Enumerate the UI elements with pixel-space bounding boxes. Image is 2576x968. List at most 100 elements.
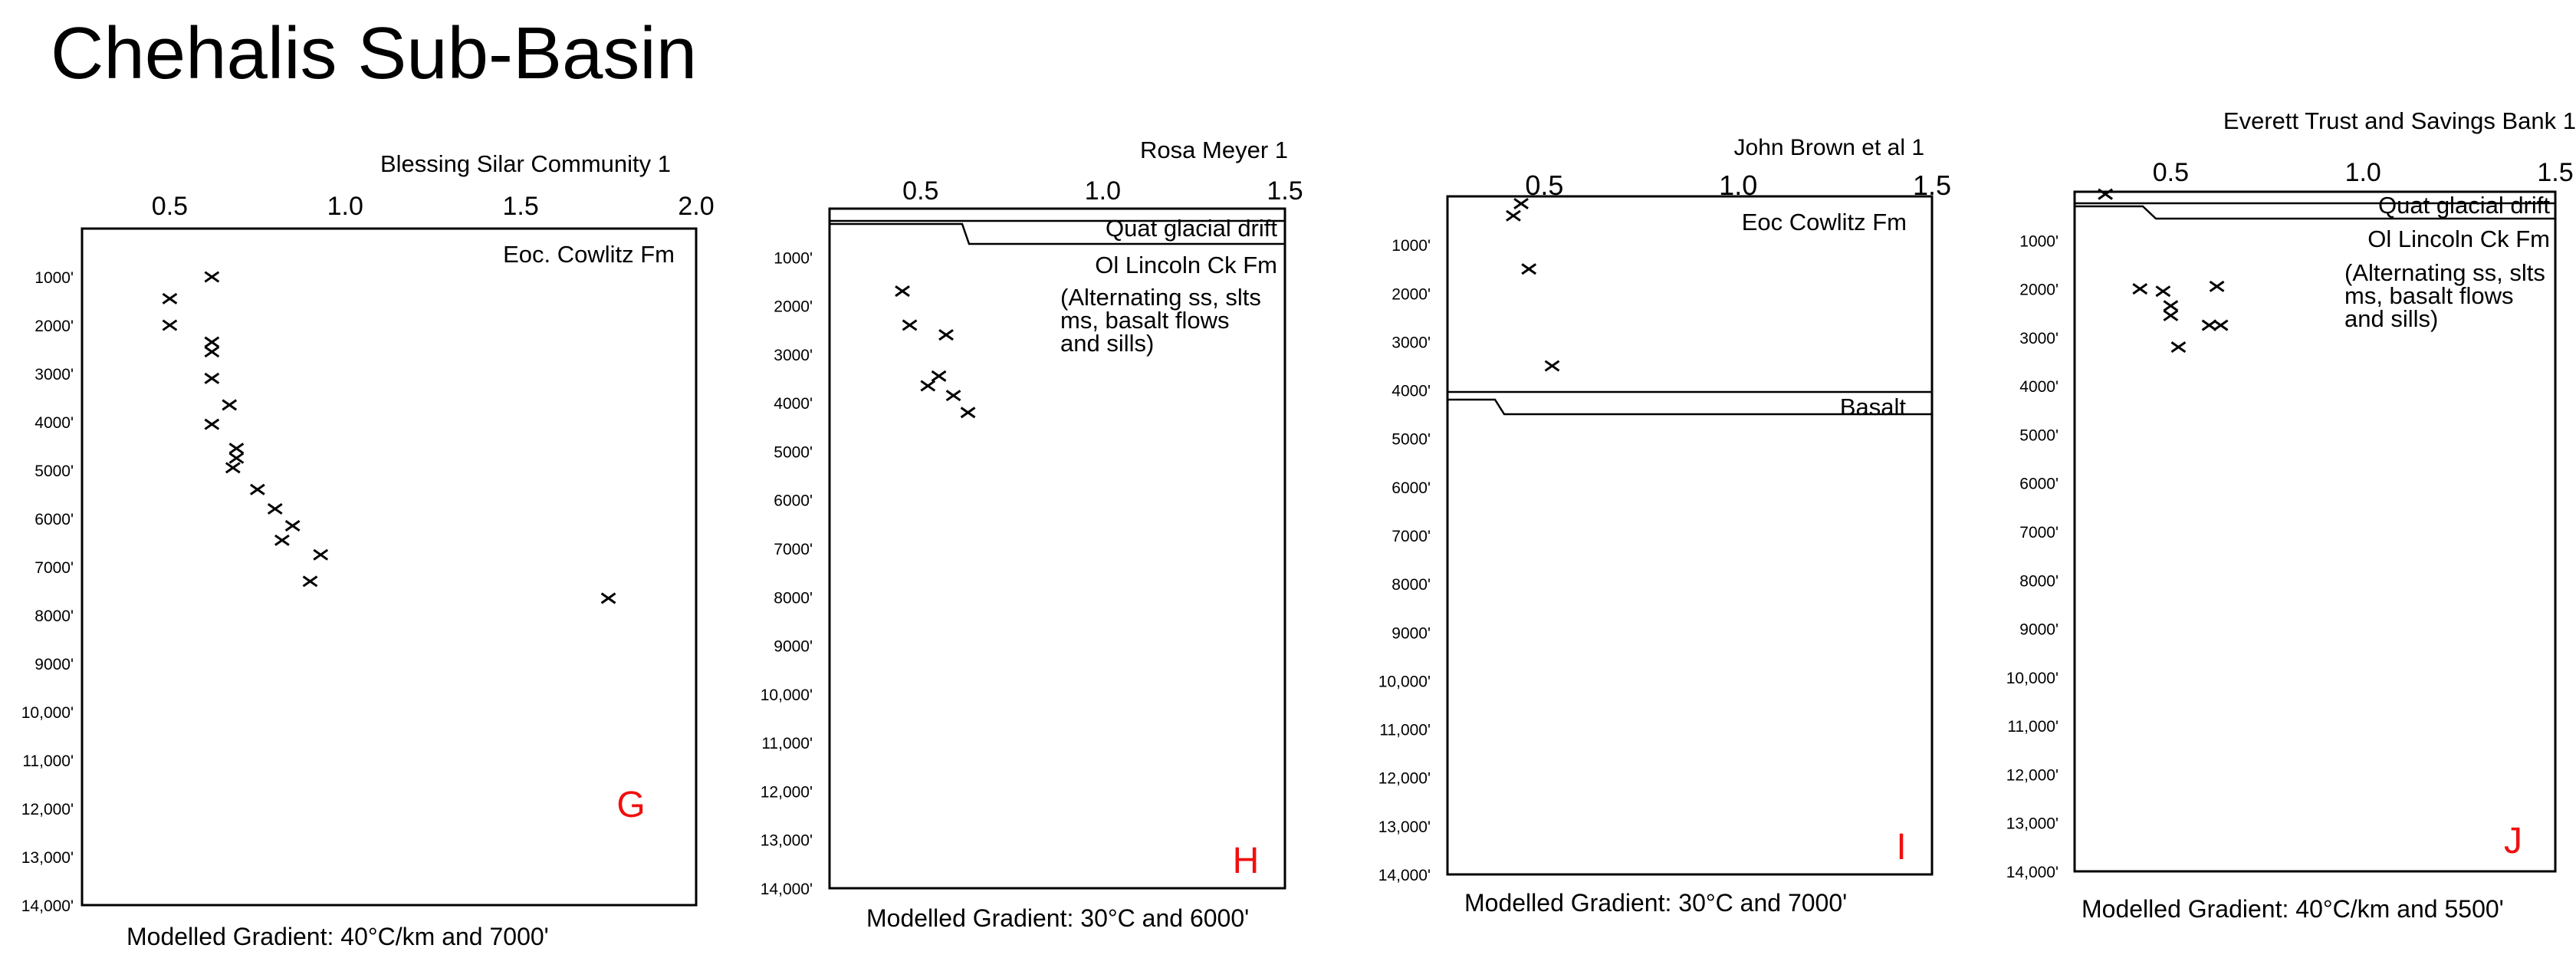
panel-G: Blessing Silar Community 1 0.5 1.0 1.5 2.0 10… <box>21 150 715 950</box>
data-point <box>2209 280 2225 292</box>
x-tick-label: 2.0 <box>678 192 714 221</box>
data-point-stroke <box>228 443 245 455</box>
y-tick-label: 10,000' <box>2006 670 2058 687</box>
data-point-stroke <box>228 452 245 464</box>
y-tick-label: 7000' <box>774 541 813 558</box>
data-point <box>2163 300 2179 312</box>
y-tick-label: 13,000' <box>21 849 74 867</box>
data-point-stroke <box>2155 285 2171 298</box>
data-point-stroke <box>1544 360 1560 372</box>
data-point-stroke <box>1521 263 1537 275</box>
formation-label: ms, basalt flows <box>1060 307 1230 334</box>
formation-boundary <box>830 222 1285 245</box>
data-point <box>2132 283 2148 295</box>
well-title: Blessing Silar Community 1 <box>380 150 671 177</box>
data-point <box>600 592 616 604</box>
y-tick-label: 13,000' <box>1378 818 1431 836</box>
data-point-stroke <box>920 380 936 392</box>
x-tick-label: 1.0 <box>327 192 363 221</box>
plot-frame <box>2073 190 2557 873</box>
y-tick-label: 7000' <box>2019 524 2058 542</box>
data-point-stroke <box>204 372 220 384</box>
data-point <box>2201 319 2217 331</box>
y-tick-label: 14,000' <box>1378 867 1431 884</box>
y-tick-label: 10,000' <box>1378 673 1431 690</box>
formation-label: Ol Lincoln Ck Fm <box>2367 226 2550 252</box>
y-tick-label: 2000' <box>774 298 813 316</box>
data-point-stroke <box>204 418 220 430</box>
formation-label: Eoc. Cowlitz Fm <box>503 241 675 268</box>
data-point-stroke <box>2201 319 2217 331</box>
formation-label: Ol Lincoln Ck Fm <box>1095 252 1277 278</box>
x-tick-label: 1.5 <box>503 192 539 221</box>
data-point <box>313 548 329 561</box>
data-point <box>931 370 947 382</box>
data-point <box>1506 209 1521 222</box>
y-tick-label: 9000' <box>774 638 813 656</box>
data-point-stroke <box>902 319 918 331</box>
panel-letter: J <box>2504 821 2522 861</box>
y-tick-label: 5000' <box>774 443 813 461</box>
y-tick-label: 1000' <box>1392 237 1431 255</box>
y-tick-label: 11,000' <box>22 752 74 770</box>
x-tick-label: 0.5 <box>902 176 938 206</box>
data-point <box>162 292 178 305</box>
data-point-stroke <box>302 575 318 588</box>
y-tick-label: 5000' <box>34 463 74 480</box>
x-tick-label: 1.5 <box>2537 158 2573 187</box>
y-tick-label: 5000' <box>1392 431 1431 449</box>
y-tick-label: 13,000' <box>761 832 813 850</box>
data-point <box>902 319 918 331</box>
x-tick-label: 1.0 <box>1085 176 1121 206</box>
data-point <box>2098 188 2113 200</box>
y-tick-label: 11,000' <box>2007 718 2058 736</box>
well-title: Rosa Meyer 1 <box>1140 137 1288 163</box>
y-tick-label: 6000' <box>774 492 813 510</box>
y-tick-label: 3000' <box>2019 330 2058 347</box>
data-point <box>2163 309 2179 321</box>
formation-label: (Alternating ss, slts <box>1060 284 1261 311</box>
formation-label: Eoc Cowlitz Fm <box>1742 209 1907 235</box>
y-tick-label: 3000' <box>34 366 74 384</box>
y-tick-label: 6000' <box>2019 476 2058 493</box>
y-tick-label: 8000' <box>34 607 74 625</box>
y-tick-label: 8000' <box>2019 572 2058 590</box>
y-tick-label: 4000' <box>2019 378 2058 396</box>
panel-letter: I <box>1896 827 1906 868</box>
data-point <box>204 271 220 283</box>
panel-letter: G <box>616 785 645 825</box>
well-title: John Brown et al 1 <box>1734 135 1924 160</box>
y-tick-label: 1000' <box>774 249 813 267</box>
formation-boundary <box>1447 398 1932 416</box>
x-tick-label: 0.5 <box>2153 158 2189 187</box>
panel-H: Rosa Meyer 1 0.5 1.0 1.5 1000' 2000' 3000' 4000… <box>761 137 1303 932</box>
y-tick-label: 2000' <box>1392 285 1431 303</box>
data-point <box>284 519 301 532</box>
y-tick-label: 3000' <box>1392 334 1431 351</box>
data-point <box>249 483 265 496</box>
y-tick-label: 7000' <box>1392 528 1431 545</box>
formation-label: ms, basalt flows <box>2344 282 2514 309</box>
y-tick-label: 4000' <box>34 414 74 432</box>
data-point <box>2155 285 2171 298</box>
data-point-stroke <box>2163 309 2179 321</box>
data-point-stroke <box>1506 209 1521 222</box>
data-point <box>225 462 241 474</box>
x-tick-label: 1.0 <box>1719 170 1757 201</box>
y-tick-label: 10,000' <box>21 704 74 722</box>
y-tick-label: 8000' <box>774 589 813 607</box>
data-point <box>920 380 936 392</box>
x-tick-label: 0.5 <box>1525 170 1563 201</box>
data-point <box>222 399 238 411</box>
data-point-stroke <box>267 502 283 515</box>
data-point-stroke <box>204 336 220 348</box>
data-point-stroke <box>222 399 238 411</box>
gradient-note: Modelled Gradient: 30°C and 6000' <box>866 904 1249 932</box>
data-point <box>204 372 220 384</box>
data-point-stroke <box>204 346 220 358</box>
data-point <box>267 502 283 515</box>
data-point <box>228 452 245 464</box>
y-tick-label: 13,000' <box>2006 815 2058 833</box>
y-tick-label: 12,000' <box>2006 766 2058 784</box>
